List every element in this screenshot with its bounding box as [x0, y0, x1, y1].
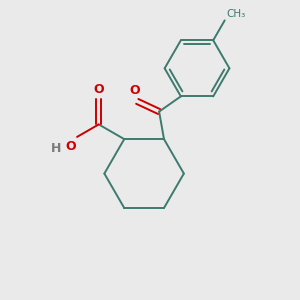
Text: O: O	[93, 83, 104, 96]
Text: H: H	[50, 142, 61, 155]
Text: O: O	[129, 84, 140, 97]
Text: O: O	[65, 140, 76, 154]
Text: CH₃: CH₃	[226, 9, 245, 19]
